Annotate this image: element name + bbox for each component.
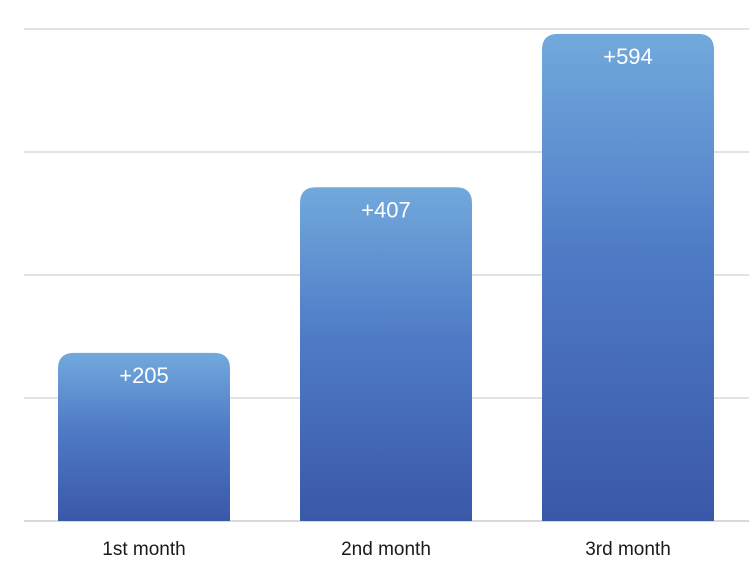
data-label-1: +205 bbox=[119, 363, 169, 388]
x-tick-label-2: 2nd month bbox=[341, 539, 431, 560]
x-tick-label-3: 3rd month bbox=[585, 539, 671, 560]
x-tick-label-1: 1st month bbox=[102, 539, 185, 560]
bars bbox=[58, 33, 714, 522]
data-label-2: +407 bbox=[361, 197, 411, 222]
data-label-3: +594 bbox=[603, 44, 653, 69]
bar-3 bbox=[542, 33, 714, 522]
bar-1 bbox=[58, 352, 230, 521]
x-axis-tick-labels: 1st month 2nd month 3rd month bbox=[102, 539, 670, 560]
bar-2 bbox=[300, 187, 472, 521]
data-labels: +205 +407 +594 bbox=[119, 44, 653, 388]
